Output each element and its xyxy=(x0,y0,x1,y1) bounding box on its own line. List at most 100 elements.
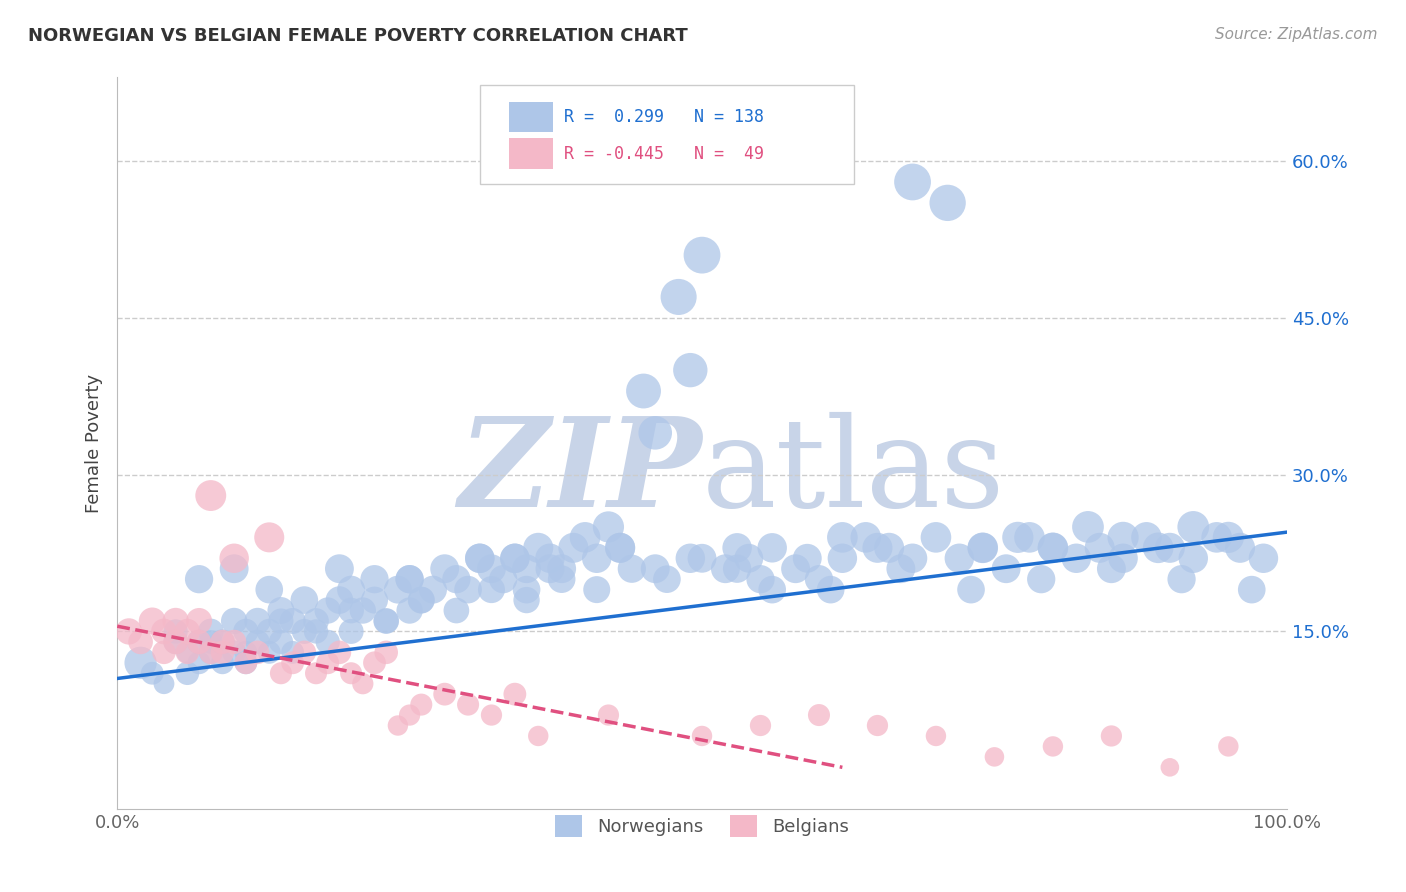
Point xyxy=(527,729,550,743)
Point xyxy=(200,624,222,639)
FancyBboxPatch shape xyxy=(509,102,554,132)
Point xyxy=(224,645,246,659)
Point xyxy=(200,489,222,503)
Point xyxy=(363,656,385,670)
Point xyxy=(411,593,433,607)
Point xyxy=(316,603,339,617)
Point xyxy=(598,520,620,534)
Point xyxy=(585,551,607,566)
Point xyxy=(188,614,211,628)
Point xyxy=(690,248,713,262)
Point xyxy=(188,635,211,649)
Point xyxy=(118,624,141,639)
Point xyxy=(141,666,163,681)
Point xyxy=(257,582,280,597)
Point xyxy=(877,541,900,555)
Point xyxy=(1147,541,1170,555)
Point xyxy=(972,541,994,555)
Point xyxy=(550,572,572,586)
Point xyxy=(481,562,503,576)
Text: atlas: atlas xyxy=(702,412,1005,533)
Point xyxy=(422,582,444,597)
Text: Source: ZipAtlas.com: Source: ZipAtlas.com xyxy=(1215,27,1378,42)
Point xyxy=(1205,530,1227,544)
Point xyxy=(224,551,246,566)
Point xyxy=(305,666,328,681)
Point xyxy=(292,624,315,639)
Point xyxy=(1018,530,1040,544)
Point xyxy=(188,635,211,649)
Point xyxy=(620,562,643,576)
Point xyxy=(363,593,385,607)
Point xyxy=(1031,572,1053,586)
Point xyxy=(807,572,830,586)
Point xyxy=(481,582,503,597)
Point xyxy=(562,541,585,555)
Point xyxy=(1253,551,1275,566)
Point xyxy=(1170,572,1192,586)
Point xyxy=(690,551,713,566)
Point xyxy=(224,614,246,628)
Point xyxy=(270,614,292,628)
Point xyxy=(503,551,526,566)
Point xyxy=(281,656,304,670)
Point xyxy=(1229,541,1251,555)
Point xyxy=(235,656,257,670)
Point xyxy=(211,635,233,649)
Point xyxy=(246,635,269,649)
Point xyxy=(925,530,948,544)
Point xyxy=(820,582,842,597)
Point xyxy=(188,656,211,670)
Point xyxy=(328,645,350,659)
Point xyxy=(503,551,526,566)
Point xyxy=(714,562,737,576)
Point xyxy=(948,551,970,566)
Point xyxy=(644,425,666,440)
Point xyxy=(1218,739,1240,754)
Point xyxy=(1112,551,1135,566)
Point xyxy=(598,708,620,723)
Point xyxy=(270,635,292,649)
Point xyxy=(890,562,912,576)
Point xyxy=(340,666,363,681)
Point xyxy=(1088,541,1111,555)
Point xyxy=(690,729,713,743)
Point xyxy=(257,645,280,659)
Point xyxy=(1042,739,1064,754)
Point xyxy=(235,624,257,639)
Text: ZIP: ZIP xyxy=(458,412,702,533)
Point xyxy=(679,363,702,377)
Point xyxy=(866,541,889,555)
Point xyxy=(960,582,983,597)
Point xyxy=(292,645,315,659)
Point xyxy=(516,593,538,607)
Point xyxy=(352,603,374,617)
Point xyxy=(481,708,503,723)
Point xyxy=(725,562,748,576)
Point xyxy=(235,656,257,670)
Point xyxy=(807,708,830,723)
Point xyxy=(165,635,187,649)
Point xyxy=(176,624,198,639)
Point xyxy=(1182,551,1205,566)
Point xyxy=(936,195,959,210)
Point xyxy=(305,624,328,639)
Point xyxy=(679,551,702,566)
Point xyxy=(1218,530,1240,544)
Point xyxy=(550,562,572,576)
Point xyxy=(983,750,1005,764)
Point xyxy=(316,635,339,649)
Point xyxy=(446,572,468,586)
Point xyxy=(1135,530,1157,544)
Point xyxy=(668,290,690,304)
Point xyxy=(831,530,853,544)
Point xyxy=(257,530,280,544)
Point xyxy=(141,614,163,628)
Point xyxy=(1066,551,1088,566)
Point xyxy=(398,708,420,723)
Point xyxy=(375,614,398,628)
Point xyxy=(492,572,515,586)
Point xyxy=(1042,541,1064,555)
Point xyxy=(176,645,198,659)
Point xyxy=(574,530,596,544)
